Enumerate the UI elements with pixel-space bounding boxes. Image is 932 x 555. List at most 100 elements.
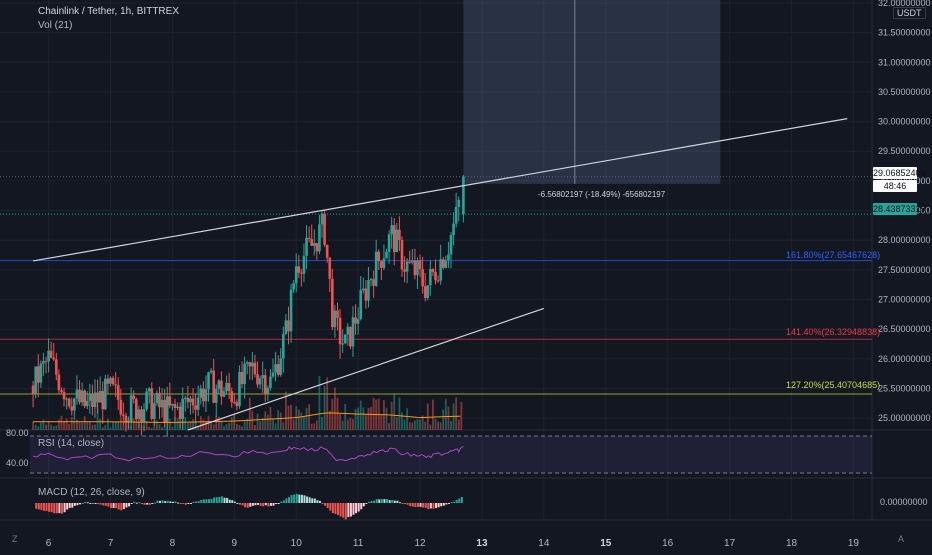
- macd-histogram-bar: [174, 501, 177, 503]
- volume-bar: [406, 408, 409, 430]
- volume-bar: [32, 421, 34, 430]
- candle-body: [101, 390, 105, 410]
- volume-bar: [99, 418, 102, 430]
- y-tick-label: 26.50000000: [878, 324, 931, 334]
- volume-bar: [241, 426, 243, 430]
- macd-histogram-bar: [107, 503, 110, 507]
- macd-histogram-bar: [115, 503, 118, 509]
- macd-histogram-bar: [308, 497, 311, 503]
- candle-body: [47, 350, 50, 362]
- macd-histogram-bar: [213, 497, 216, 503]
- candle-body: [88, 394, 92, 401]
- macd-histogram-bar: [404, 503, 407, 505]
- volume-bar: [101, 427, 104, 430]
- candle-body: [124, 415, 128, 423]
- candle-body: [73, 398, 76, 411]
- macd-histogram-bar: [197, 501, 200, 503]
- volume-bar: [217, 416, 220, 430]
- volume-bar: [285, 391, 287, 430]
- macd-histogram-bar: [153, 502, 156, 504]
- volume-bar: [194, 422, 197, 430]
- volume-bar: [266, 414, 269, 430]
- macd-histogram-bar: [264, 503, 267, 506]
- macd-histogram-bar: [73, 503, 76, 506]
- volume-bar: [434, 419, 437, 430]
- volume-bar: [277, 410, 280, 430]
- macd-histogram-bar: [293, 494, 296, 503]
- macd-histogram-bar: [89, 502, 92, 504]
- volume-bar: [135, 422, 138, 430]
- candle-body: [251, 362, 254, 367]
- candle-body: [320, 213, 324, 225]
- currency-badge[interactable]: USDT: [893, 7, 926, 19]
- volume-bar: [390, 401, 393, 430]
- candle-body: [147, 388, 151, 392]
- candle-body: [341, 343, 344, 345]
- y-tick-label: 27.50000000: [878, 265, 931, 275]
- macd-histogram-bar: [202, 499, 205, 503]
- macd-histogram-bar: [391, 500, 394, 503]
- candle-body: [204, 389, 208, 402]
- macd-histogram-bar: [130, 503, 133, 504]
- macd-histogram-bar: [287, 497, 290, 503]
- candle-body: [60, 390, 63, 392]
- volume-bar: [421, 415, 424, 430]
- macd-histogram-bar: [285, 498, 288, 503]
- x-tick-label: 6: [46, 538, 52, 549]
- volume-bar: [256, 413, 259, 430]
- macd-histogram-bar: [71, 503, 74, 508]
- timezone-z-button[interactable]: Z: [12, 534, 18, 544]
- candle-body: [434, 271, 437, 281]
- volume-bar: [408, 422, 411, 430]
- volume-bar: [47, 420, 50, 430]
- candle-body: [274, 364, 277, 373]
- macd-histogram-bar: [112, 503, 115, 509]
- volume-bar: [171, 426, 174, 430]
- macd-histogram-bar: [146, 503, 149, 505]
- x-tick-label: 16: [662, 538, 674, 549]
- volume-bar: [81, 422, 84, 430]
- macd-histogram-bar: [58, 503, 61, 514]
- volume-bar: [176, 417, 179, 430]
- x-tick-label: 13: [476, 538, 488, 549]
- volume-bar: [403, 419, 406, 430]
- candle-body: [189, 398, 192, 403]
- x-tick-label: 18: [786, 538, 798, 549]
- candle-body: [429, 269, 432, 286]
- volume-bar: [439, 422, 442, 430]
- volume-bar: [86, 421, 89, 430]
- volume-bar: [328, 410, 331, 430]
- y-tick-label: 26.00000000: [878, 354, 931, 364]
- candle-body-last: [462, 176, 465, 215]
- candle-body: [354, 317, 357, 324]
- volume-bar: [305, 407, 308, 430]
- volume-bar: [37, 426, 40, 430]
- volume-bar: [223, 426, 225, 430]
- macd-histogram-bar: [331, 503, 334, 514]
- candle-body: [158, 392, 161, 408]
- fib-level-label-127: 127.20%(25.40704685): [786, 380, 881, 390]
- candle-body: [276, 364, 280, 375]
- macd-histogram-bar: [159, 500, 162, 503]
- candle-body: [408, 261, 412, 263]
- candle-body: [150, 388, 154, 419]
- volume-bar: [60, 415, 63, 430]
- volume-bar: [230, 416, 233, 430]
- macd-histogram-bar: [104, 503, 107, 506]
- macd-histogram-bar: [450, 502, 453, 504]
- symbol-title: Chainlink / Tether, 1h, BITTREX: [38, 6, 179, 17]
- volume-bar: [57, 419, 60, 430]
- macd-histogram-bar: [50, 503, 53, 513]
- volume-bar: [429, 424, 432, 430]
- candle-body: [312, 243, 316, 246]
- candle-body: [36, 366, 40, 383]
- macd-histogram-bar: [437, 503, 440, 508]
- volume-bar: [184, 417, 187, 430]
- volume-bar: [274, 423, 277, 430]
- candle-body: [328, 257, 332, 279]
- auto-scale-button[interactable]: A: [898, 534, 905, 544]
- candle-body: [400, 239, 404, 270]
- volume-bar: [437, 421, 440, 430]
